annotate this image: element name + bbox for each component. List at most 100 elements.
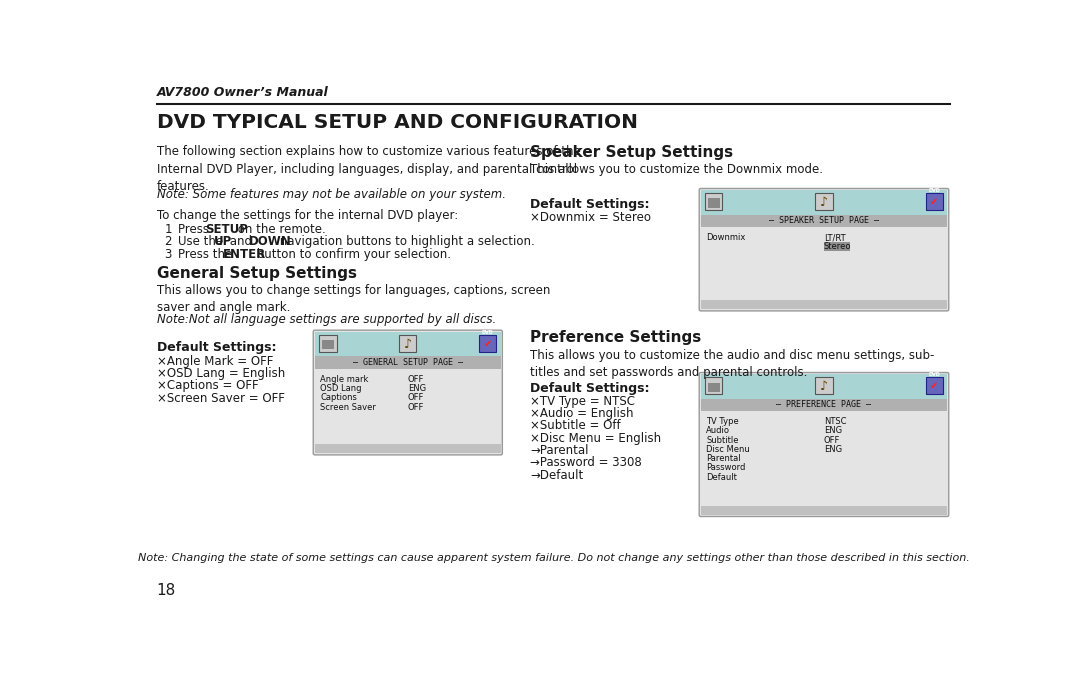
Text: TV Type: TV Type bbox=[706, 417, 739, 426]
Text: UP: UP bbox=[214, 235, 232, 248]
Text: — PREFERENCE PAGE —: — PREFERENCE PAGE — bbox=[777, 401, 872, 409]
Text: Downmix: Downmix bbox=[706, 233, 745, 242]
FancyBboxPatch shape bbox=[313, 330, 502, 455]
Text: ✔: ✔ bbox=[930, 381, 939, 392]
Text: Note: Changing the state of some settings can cause apparent system failure. Do : Note: Changing the state of some setting… bbox=[137, 554, 970, 563]
FancyBboxPatch shape bbox=[699, 188, 948, 311]
Text: ✔: ✔ bbox=[484, 339, 491, 349]
Text: Preference Settings: Preference Settings bbox=[530, 330, 702, 345]
Bar bbox=[314, 369, 501, 444]
Text: ×Disc Menu = English: ×Disc Menu = English bbox=[530, 432, 661, 445]
Text: DOWN: DOWN bbox=[248, 235, 292, 248]
Text: on the remote.: on the remote. bbox=[234, 223, 326, 236]
Text: 2: 2 bbox=[164, 235, 172, 248]
Bar bbox=[926, 377, 943, 394]
Text: DVD TYPICAL SETUP AND CONFIGURATION: DVD TYPICAL SETUP AND CONFIGURATION bbox=[157, 113, 637, 132]
Bar bbox=[701, 374, 947, 399]
Text: SETUP: SETUP bbox=[205, 223, 247, 236]
Text: — GENERAL SETUP PAGE —: — GENERAL SETUP PAGE — bbox=[353, 358, 463, 367]
Text: Default: Default bbox=[706, 473, 737, 482]
Text: This allows you to change settings for languages, captions, screen
saver and ang: This allows you to change settings for l… bbox=[157, 284, 550, 315]
Text: — SPEAKER SETUP PAGE —: — SPEAKER SETUP PAGE — bbox=[769, 216, 879, 225]
Bar bbox=[815, 377, 833, 394]
Text: Default Settings:: Default Settings: bbox=[530, 198, 650, 211]
Bar bbox=[314, 357, 501, 369]
FancyBboxPatch shape bbox=[699, 373, 948, 517]
Bar bbox=[400, 335, 416, 352]
Text: DVD: DVD bbox=[482, 329, 494, 335]
Text: General Setup Settings: General Setup Settings bbox=[157, 266, 356, 281]
Text: OFF: OFF bbox=[408, 403, 424, 412]
Text: ×Subtitle = Off: ×Subtitle = Off bbox=[530, 419, 621, 433]
Text: Press: Press bbox=[178, 223, 213, 236]
Text: NTSC: NTSC bbox=[824, 417, 847, 426]
Text: ×Downmix = Stereo: ×Downmix = Stereo bbox=[530, 211, 651, 224]
Bar bbox=[320, 335, 337, 352]
Text: button to confirm your selection.: button to confirm your selection. bbox=[253, 248, 450, 261]
Text: OFF: OFF bbox=[824, 436, 840, 445]
Text: ♪: ♪ bbox=[820, 196, 828, 209]
Text: ×Audio = English: ×Audio = English bbox=[530, 407, 634, 420]
Text: Speaker Setup Settings: Speaker Setup Settings bbox=[530, 145, 733, 161]
Bar bbox=[815, 193, 833, 210]
Text: OSD Lang: OSD Lang bbox=[321, 384, 362, 393]
Text: ♪: ♪ bbox=[820, 380, 828, 393]
Text: Audio: Audio bbox=[706, 426, 730, 436]
Bar bbox=[701, 399, 947, 411]
Text: DVD: DVD bbox=[928, 188, 940, 193]
Bar bbox=[701, 215, 947, 227]
Bar bbox=[701, 411, 947, 506]
Text: ✔: ✔ bbox=[930, 198, 939, 207]
Text: navigation buttons to highlight a selection.: navigation buttons to highlight a select… bbox=[276, 235, 535, 248]
Text: Parental: Parental bbox=[706, 454, 741, 463]
Bar bbox=[926, 193, 943, 210]
Text: ENG: ENG bbox=[824, 426, 842, 436]
Text: 3: 3 bbox=[164, 248, 172, 261]
Text: ×TV Type = NTSC: ×TV Type = NTSC bbox=[530, 395, 635, 408]
Text: ENG: ENG bbox=[408, 384, 426, 393]
Bar bbox=[480, 335, 496, 352]
Bar bbox=[707, 198, 720, 208]
Text: ♪: ♪ bbox=[404, 338, 411, 350]
Text: Default Settings:: Default Settings: bbox=[157, 341, 276, 354]
Text: Note: Some features may not be available on your system.: Note: Some features may not be available… bbox=[157, 188, 505, 202]
Text: OFF: OFF bbox=[408, 393, 424, 402]
Bar bbox=[314, 444, 501, 454]
Text: LT/RT: LT/RT bbox=[824, 233, 846, 242]
Text: Captions: Captions bbox=[321, 393, 357, 402]
Bar bbox=[701, 300, 947, 309]
Text: AV7800 Owner’s Manual: AV7800 Owner’s Manual bbox=[157, 87, 328, 100]
Text: 18: 18 bbox=[157, 583, 176, 597]
Bar bbox=[705, 193, 723, 210]
Bar bbox=[824, 242, 850, 251]
Text: Angle mark: Angle mark bbox=[321, 375, 368, 384]
Text: ×Screen Saver = OFF: ×Screen Saver = OFF bbox=[157, 392, 284, 405]
Text: Password: Password bbox=[706, 463, 745, 473]
Text: This allows you to customize the audio and disc menu settings, sub-
titles and s: This allows you to customize the audio a… bbox=[530, 348, 934, 379]
Text: Subtitle: Subtitle bbox=[706, 436, 739, 445]
Bar bbox=[322, 340, 334, 350]
Text: Press the: Press the bbox=[178, 248, 237, 261]
Text: →Password = 3308: →Password = 3308 bbox=[530, 456, 642, 470]
Text: and: and bbox=[227, 235, 256, 248]
Bar bbox=[701, 190, 947, 215]
Text: Stereo: Stereo bbox=[823, 242, 851, 251]
Text: The following section explains how to customize various features of the
Internal: The following section explains how to cu… bbox=[157, 145, 580, 193]
Bar bbox=[705, 377, 723, 394]
Text: This allows you to customize the Downmix mode.: This allows you to customize the Downmix… bbox=[530, 163, 823, 176]
Text: ENG: ENG bbox=[824, 445, 842, 454]
Text: Note:Not all language settings are supported by all discs.: Note:Not all language settings are suppo… bbox=[157, 313, 496, 326]
Text: ×OSD Lang = English: ×OSD Lang = English bbox=[157, 367, 285, 380]
Text: →Default: →Default bbox=[530, 469, 583, 482]
Bar bbox=[707, 383, 720, 392]
Text: ENTER: ENTER bbox=[224, 248, 267, 261]
Text: Use the: Use the bbox=[178, 235, 227, 248]
Text: →Parental: →Parental bbox=[530, 444, 589, 457]
Text: ×Angle Mark = OFF: ×Angle Mark = OFF bbox=[157, 355, 273, 368]
Text: 1: 1 bbox=[164, 223, 172, 236]
Text: Screen Saver: Screen Saver bbox=[321, 403, 376, 412]
Bar bbox=[314, 332, 501, 357]
Text: ×Captions = OFF: ×Captions = OFF bbox=[157, 380, 258, 392]
Text: DVD: DVD bbox=[928, 372, 940, 377]
Bar bbox=[701, 227, 947, 300]
